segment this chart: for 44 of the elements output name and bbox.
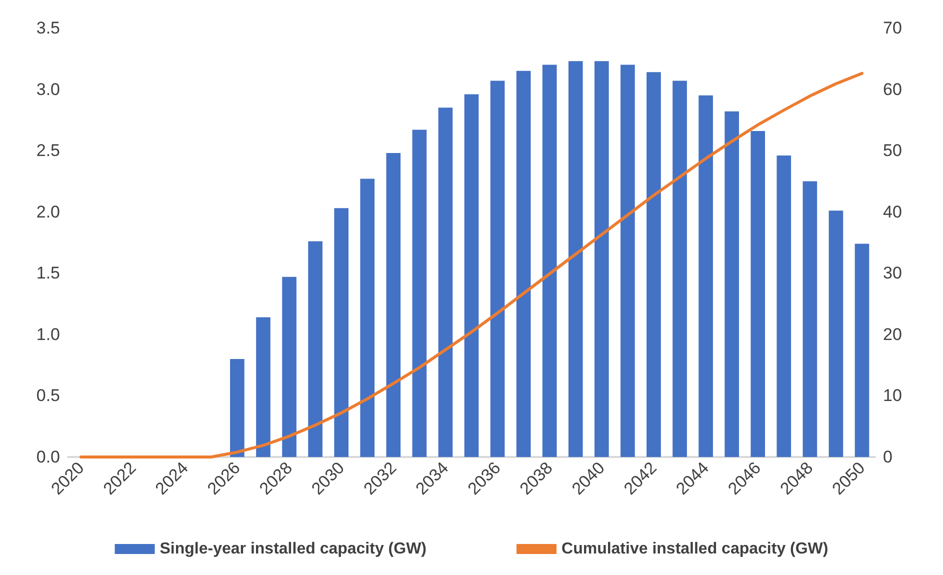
bar <box>282 276 296 457</box>
legend-label: Cumulative installed capacity (GW) <box>562 540 828 558</box>
bar <box>568 61 583 457</box>
y-tick-label: 3.5 <box>36 18 60 38</box>
bar <box>334 208 348 457</box>
y2-tick-label: 70 <box>883 18 902 38</box>
y2-tick-label: 30 <box>883 264 902 283</box>
y-tick-label: 1.0 <box>36 324 60 344</box>
y2-tick-label: 40 <box>883 202 902 222</box>
bar <box>828 210 844 457</box>
y-tick-label: 1.5 <box>36 264 60 283</box>
bar <box>542 64 557 457</box>
bar <box>438 108 453 457</box>
bar <box>516 70 531 457</box>
bar <box>724 111 739 457</box>
bar <box>308 241 322 457</box>
bar <box>594 61 609 457</box>
y-tick-label: 0.0 <box>36 448 60 466</box>
bar <box>620 64 635 457</box>
line-series <box>80 72 864 458</box>
bar <box>490 80 505 457</box>
bar <box>672 80 687 457</box>
bar <box>230 358 244 457</box>
y-tick-label: 0.5 <box>36 386 60 406</box>
y2-tick-label: 60 <box>883 80 902 99</box>
y-tick-label: 3.0 <box>36 80 60 99</box>
bar <box>412 130 427 457</box>
bar <box>464 94 479 457</box>
bar <box>854 244 870 457</box>
y2-tick-label: 50 <box>883 141 902 160</box>
bar <box>698 95 713 457</box>
bar <box>360 178 375 457</box>
bar <box>776 155 792 457</box>
bar <box>256 317 270 457</box>
y-tick-label: 2.0 <box>36 202 60 222</box>
bar <box>386 153 401 457</box>
y-tick-label: 2.5 <box>36 141 60 160</box>
y2-tick-label: 20 <box>883 324 902 344</box>
y2-tick-label: 10 <box>883 386 902 406</box>
bar <box>802 181 818 457</box>
y2-tick-label: 0 <box>883 448 892 466</box>
bar <box>646 72 661 457</box>
legend-label: Single-year installed capacity (GW) <box>160 540 427 558</box>
bar <box>750 130 766 457</box>
